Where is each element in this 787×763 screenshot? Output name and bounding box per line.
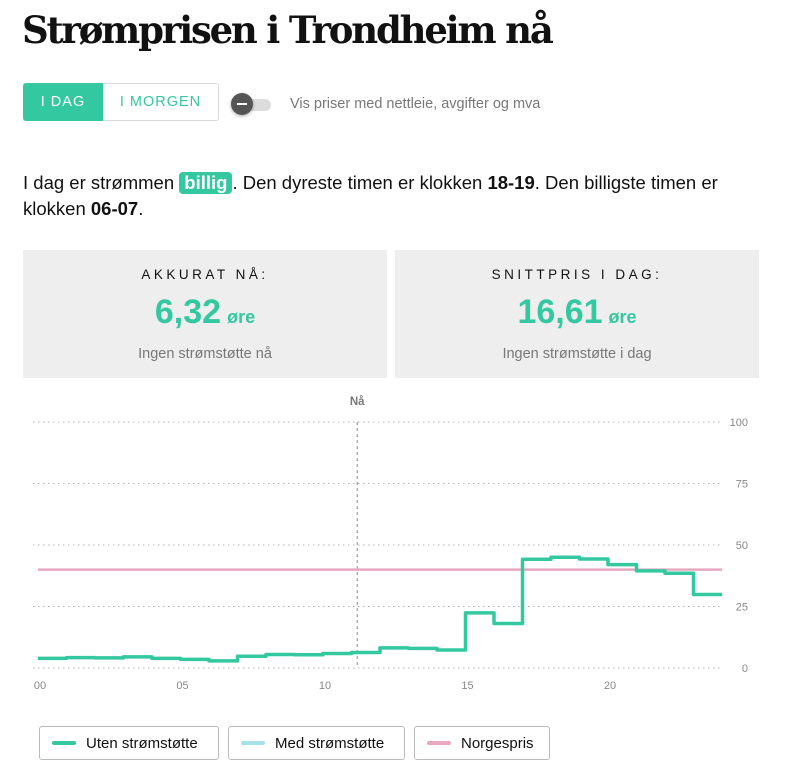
legend-label: Uten strømstøtte: [86, 734, 198, 752]
card-subtitle: Ingen strømstøtte i dag: [502, 346, 652, 362]
cheapest-hour: 06-07: [90, 198, 139, 219]
x-tick-label: 20: [604, 680, 616, 692]
legend-swatch: [427, 741, 451, 745]
x-tick-label: 15: [461, 680, 473, 692]
average-price-value: 16,61 øre: [395, 292, 759, 337]
most-expensive-hour: 18-19: [487, 172, 535, 193]
x-tick-label: 00: [34, 680, 46, 692]
current-price-value: 6,32 øre: [23, 292, 387, 337]
day-tabs: I DAG I MORGEN: [23, 83, 219, 121]
toggle-label: Vis priser med nettleie, avgifter og mva: [290, 96, 541, 112]
now-label: Nå: [350, 396, 365, 408]
y-tick-label: 100: [730, 417, 748, 429]
legend-norgespris[interactable]: Norgespris: [414, 726, 550, 760]
y-tick-label: 75: [736, 479, 748, 491]
page-title: Strømprisen i Trondheim nå: [22, 8, 554, 52]
legend-uten-stromstotte[interactable]: Uten strømstøtte: [39, 726, 219, 760]
summary-part-1: I dag er strømmen: [23, 172, 180, 193]
tab-tomorrow[interactable]: I MORGEN: [103, 83, 219, 121]
legend-swatch: [52, 741, 76, 745]
legend-med-stromstotte[interactable]: Med strømstøtte: [228, 726, 405, 760]
price-unit: øre: [227, 307, 256, 327]
y-tick-label: 0: [742, 663, 748, 675]
toggle-off-icon: [231, 93, 253, 115]
price-details-toggle[interactable]: [231, 93, 271, 115]
average-price-card: SNITTPRIS I DAG: 16,61 øre Ingen strømstø…: [395, 250, 759, 378]
summary-part-3: . Den billigste timen er klokken: [23, 172, 718, 219]
summary-part-2: . Den dyreste timen er klokken: [232, 172, 488, 193]
uten-stromstotte-line: [38, 555, 722, 663]
x-tick-label: 05: [176, 680, 188, 692]
price-chart: 0 25 50 75 100 00 05 10 15 20 Nå: [33, 396, 748, 692]
tab-today[interactable]: I DAG: [23, 83, 103, 121]
y-tick-label: 50: [736, 540, 748, 552]
price-unit: øre: [608, 307, 637, 327]
price-number: 6,32: [154, 293, 222, 331]
legend-label: Norgespris: [461, 734, 534, 752]
summary-text: I dag er strømmen billig. Den dyreste ti…: [23, 170, 768, 222]
legend-swatch: [241, 741, 265, 745]
card-label: SNITTPRIS I DAG:: [491, 267, 663, 282]
price-level-badge: billig: [179, 172, 233, 194]
card-label: AKKURAT NÅ:: [141, 267, 269, 282]
card-subtitle: Ingen strømstøtte nå: [138, 346, 272, 362]
current-price-card: AKKURAT NÅ: 6,32 øre Ingen strømstøtte nå: [23, 250, 387, 378]
price-number: 16,61: [517, 293, 603, 331]
legend-label: Med strømstøtte: [275, 734, 385, 752]
summary-part-4: .: [138, 198, 144, 219]
y-tick-label: 25: [736, 602, 748, 614]
x-tick-label: 10: [319, 680, 331, 692]
